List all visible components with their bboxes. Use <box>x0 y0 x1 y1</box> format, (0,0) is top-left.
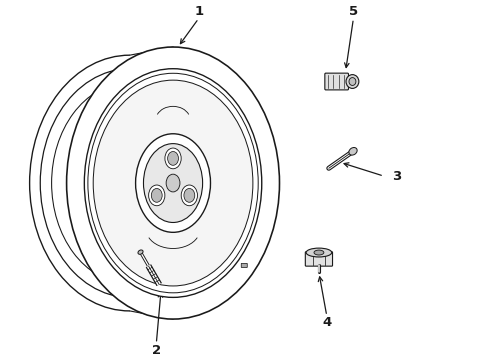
Text: 3: 3 <box>392 170 401 183</box>
Ellipse shape <box>314 250 324 255</box>
Ellipse shape <box>144 144 203 222</box>
Text: 1: 1 <box>194 5 203 18</box>
Text: 2: 2 <box>152 344 161 357</box>
Ellipse shape <box>138 250 143 254</box>
Ellipse shape <box>166 174 180 192</box>
Text: 4: 4 <box>322 316 331 329</box>
Ellipse shape <box>84 69 262 297</box>
Ellipse shape <box>349 148 357 155</box>
FancyBboxPatch shape <box>325 73 348 90</box>
Ellipse shape <box>151 189 162 202</box>
Ellipse shape <box>136 134 211 232</box>
FancyBboxPatch shape <box>305 252 333 266</box>
Text: 5: 5 <box>349 5 358 18</box>
Ellipse shape <box>181 185 197 206</box>
Ellipse shape <box>168 152 178 165</box>
Ellipse shape <box>93 80 253 286</box>
Ellipse shape <box>148 185 165 206</box>
FancyBboxPatch shape <box>241 264 247 267</box>
Ellipse shape <box>184 189 195 202</box>
Ellipse shape <box>67 47 279 319</box>
Ellipse shape <box>349 77 356 85</box>
Ellipse shape <box>346 75 359 89</box>
Ellipse shape <box>306 248 332 257</box>
Ellipse shape <box>165 148 181 169</box>
